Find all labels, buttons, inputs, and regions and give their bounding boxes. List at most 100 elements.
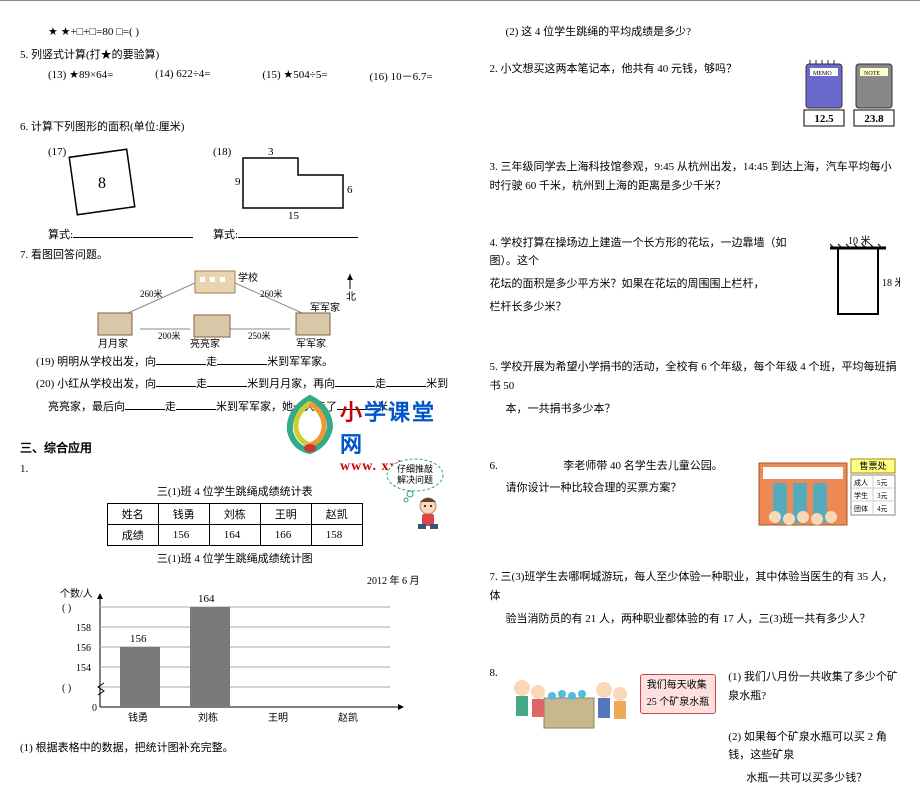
q6-expr-2: 算式: <box>213 229 238 241</box>
q1-th-3: 王明 <box>260 503 311 524</box>
q4-block: 10 米 18 米 4. 学校打算在操场边上建造一个长方形的花坛，一边靠墙（如图… <box>490 234 900 355</box>
svg-text:MEMO: MEMO <box>813 71 832 77</box>
svg-text:154: 154 <box>76 663 91 674</box>
svg-text:15: 15 <box>288 210 300 222</box>
svg-text:王明: 王明 <box>268 712 288 724</box>
q8-bubble: 我们每天收集 25 个矿泉水瓶 <box>640 674 717 714</box>
q6-expr-1: 算式: <box>48 229 73 241</box>
svg-text:3元: 3元 <box>877 492 888 500</box>
q2-text: 2. 小文想买这两本笔记本，他共有 40 元钱，够吗？ <box>490 63 738 75</box>
svg-text:( ): ( ) <box>62 683 71 694</box>
q4-fig: 10 米 18 米 <box>820 234 900 331</box>
q6-square-fig: (17) 8 算式: <box>48 143 193 242</box>
q8-sub2b: 水瓶一共可以买多少钱？ <box>728 769 900 788</box>
svg-text:250米: 250米 <box>248 330 271 341</box>
svg-text:成人: 成人 <box>854 478 868 487</box>
svg-text:12.5: 12.5 <box>814 113 834 125</box>
svg-text:260米: 260米 <box>260 288 283 299</box>
q1-v3: 166 <box>260 524 311 545</box>
q7-q19: (19) 明明从学校出发，向走米到军军家。 <box>20 353 450 372</box>
q1-row-label: 成绩 <box>107 524 158 545</box>
q5-item-13: (13) ★89×64= <box>48 68 128 84</box>
q5r-l2: 本，一共捐书多少本？ <box>490 400 900 419</box>
svg-text:亮亮家: 亮亮家 <box>190 337 220 349</box>
q7r-l1: 7. 三(3)班学生去哪啊城游玩，每人至少体验一种职业，其中体验当医生的有 35… <box>490 568 900 605</box>
svg-text:156: 156 <box>130 633 147 645</box>
svg-text:3: 3 <box>268 146 274 158</box>
q6r-l1a: 6. <box>490 460 498 472</box>
q6-sq-side: 8 <box>98 175 106 192</box>
svg-text:学生: 学生 <box>854 491 868 500</box>
q1-th-4: 赵凯 <box>311 503 362 524</box>
q1-v4: 158 <box>311 524 362 545</box>
svg-text:5元: 5元 <box>877 479 888 487</box>
svg-text:北: 北 <box>346 291 356 303</box>
q7-title: 7. 看图回答问题。 <box>20 246 450 265</box>
q5-item-16: (16) 10－6.7= <box>370 68 450 84</box>
q6r-block: 售票处 成人5元 学生3元 团体4元 6. 李老师带 40 名学生去儿童公园。 … <box>490 457 900 565</box>
q5-item-15: (15) ★504÷5= <box>262 68 342 84</box>
q8-kids-img <box>504 664 634 742</box>
q6r-l1b: 李老师带 40 名学生去儿童公园。 <box>563 460 723 472</box>
svg-text:10 米: 10 米 <box>848 234 871 247</box>
svg-text:9: 9 <box>235 176 241 188</box>
q1-sub1: (1) 根据表格中的数据，把统计图补充完整。 <box>20 739 450 758</box>
star-equation: ★ ★+□+□=80 □=( ) <box>20 23 450 42</box>
svg-text:赵凯: 赵凯 <box>338 711 358 724</box>
q1-v2: 164 <box>209 524 260 545</box>
svg-text:200米: 200米 <box>158 330 181 341</box>
q1-th-name: 姓名 <box>107 503 158 524</box>
svg-text:NOTE: NOTE <box>864 71 880 77</box>
svg-text:售票处: 售票处 <box>859 460 886 471</box>
q1-th-1: 钱勇 <box>158 503 209 524</box>
svg-text:刘栋: 刘栋 <box>198 711 218 724</box>
q2-line: MEMO 12.5 NOTE 23.8 2. 小文想买这两本笔记本，他共有 40… <box>490 60 900 155</box>
q7-q20-1: (20) 小红从学校出发，向走米到月月家，再向走米到 <box>20 375 450 394</box>
svg-text:260米: 260米 <box>140 288 163 299</box>
q8-num: 8. <box>490 664 498 791</box>
q5-item-14: (14) 622÷4= <box>155 68 235 84</box>
q7r-l2: 验当消防员的有 21 人，两种职业都体验的有 17 人，三(3)班一共有多少人？ <box>490 610 900 629</box>
svg-text:仔细推敲: 仔细推敲 <box>397 463 433 474</box>
q8-sub2a: (2) 如果每个矿泉水瓶可以买 2 角钱，这些矿泉 <box>728 728 900 765</box>
q5r-l1: 5. 学校开展为希望小学捐书的活动，全校有 6 个年级，每个年级 4 个班，平均… <box>490 358 900 395</box>
q1-bar-chart: 个数/人 ( ) 154 156 158 ( ) 0 <box>60 587 420 732</box>
svg-text:6: 6 <box>347 184 353 196</box>
q1-date: 2012 年 6 月 <box>60 572 450 587</box>
q8-sub1: (1) 我们八月份一共收集了多少个矿泉水瓶? <box>728 668 900 705</box>
svg-text:军军家: 军军家 <box>310 301 340 314</box>
svg-text:164: 164 <box>198 593 215 605</box>
q1-v1: 156 <box>158 524 209 545</box>
svg-text:解决问题: 解决问题 <box>397 474 433 485</box>
svg-text:钱勇: 钱勇 <box>128 711 148 724</box>
q2-notebooks: MEMO 12.5 NOTE 23.8 <box>800 60 900 137</box>
q3-line: 3. 三年级同学去上海科技馆参观，9:45 从杭州出发，14:45 到达上海，汽… <box>490 158 900 195</box>
q5-title: 5. 列竖式计算(打★的要验算) <box>20 46 450 65</box>
q1-sub2: (2) 这 4 位学生跳绳的平均成绩是多少? <box>490 23 900 42</box>
q6-l-label: (18) <box>213 146 232 158</box>
site-logo <box>280 393 340 455</box>
svg-text:团体: 团体 <box>854 504 868 513</box>
svg-text:个数/人: 个数/人 <box>60 587 93 600</box>
svg-text:4元: 4元 <box>877 505 888 513</box>
svg-text:学校: 学校 <box>238 271 258 284</box>
svg-text:月月家: 月月家 <box>98 337 128 349</box>
q5-items: (13) ★89×64= (14) 622÷4= (15) ★504÷5= (1… <box>48 68 450 84</box>
q6r-ticket-img: 售票处 成人 5元 学生 3元 团体 4元 <box>755 457 900 539</box>
q7-map: 学校 260米 260米 200米 250米 月月家 亮亮家 军军家 军军家 <box>90 269 370 349</box>
svg-text:0: 0 <box>92 703 97 714</box>
q6-lshape-fig: (18) 3 6 9 15 算式: <box>213 143 363 242</box>
q6-title: 6. 计算下列图形的面积(单位:厘米) <box>20 118 450 137</box>
thinking-boy: 仔细推敲 解决问题 <box>380 450 450 533</box>
svg-text:158: 158 <box>76 623 91 634</box>
svg-text:军军家: 军军家 <box>296 337 326 349</box>
q1-th-2: 刘栋 <box>209 503 260 524</box>
svg-text:18 米: 18 米 <box>882 276 900 289</box>
q1-table: 姓名 钱勇 刘栋 王明 赵凯 成绩 156 164 166 158 <box>107 503 363 546</box>
q1-chart-title: 三(1)班 4 位学生跳绳成绩统计图 <box>20 550 450 566</box>
q6-sq-label: (17) <box>48 146 67 158</box>
svg-text:23.8: 23.8 <box>864 113 884 125</box>
svg-text:( ): ( ) <box>62 603 71 614</box>
q8-block: 8. 我们每天收集 25 个矿泉水瓶 (1) 我们八月份一共收集了多少个矿泉水瓶… <box>490 664 900 791</box>
svg-text:156: 156 <box>76 643 91 654</box>
